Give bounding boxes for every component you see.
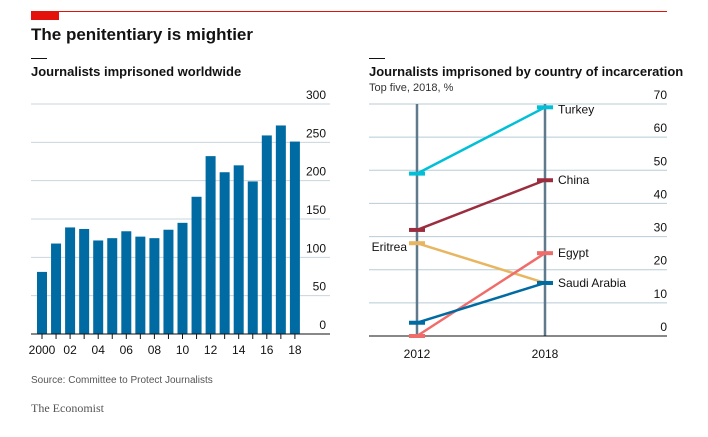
source-note: Source: Committee to Protect Journalists	[31, 375, 213, 386]
bar	[149, 238, 160, 334]
bar	[163, 229, 174, 334]
bar	[51, 243, 62, 334]
bar	[289, 141, 300, 334]
bar-x-tick-label: 14	[232, 343, 246, 357]
bar-x-tick-label: 2000	[29, 343, 56, 357]
bar	[191, 196, 202, 334]
series-label: China	[558, 173, 590, 187]
bar-x-tick-label: 18	[288, 343, 302, 357]
right-chart-title: Journalists imprisoned by country of inc…	[369, 64, 684, 79]
bar	[65, 227, 76, 334]
bar	[247, 181, 258, 334]
bar-x-tick-label: 06	[120, 343, 134, 357]
bar-y-tick-label: 300	[306, 88, 326, 102]
bar-x-tick-label: 02	[63, 343, 77, 357]
slope-y-tick-label: 10	[654, 287, 668, 301]
bar-y-tick-label: 250	[306, 126, 326, 140]
bar	[135, 236, 146, 334]
bar-y-tick-label: 0	[319, 318, 326, 332]
left-chart-title: Journalists imprisoned worldwide	[31, 64, 242, 79]
bar-y-tick-label: 50	[313, 280, 327, 294]
bar	[205, 156, 216, 334]
slope-y-tick-label: 20	[654, 254, 668, 268]
right-panel-dash	[369, 58, 385, 59]
slope-y-tick-label: 0	[660, 320, 667, 334]
slope-x-tick-label: 2012	[404, 347, 431, 361]
bar	[219, 172, 230, 334]
slope-y-tick-label: 40	[654, 187, 668, 201]
bar-y-tick-label: 100	[306, 241, 326, 255]
slope-y-tick-label: 60	[654, 121, 668, 135]
series-label: Turkey	[558, 102, 594, 116]
series-line	[416, 242, 546, 285]
bar	[93, 240, 104, 334]
series-line	[416, 281, 546, 324]
series-line	[416, 179, 546, 232]
series-line	[416, 106, 546, 175]
slope-y-tick-label: 70	[654, 88, 668, 102]
series-label: Eritrea	[372, 240, 408, 254]
right-chart-subtitle: Top five, 2018, %	[369, 82, 454, 94]
bar	[121, 231, 132, 334]
bar	[79, 228, 90, 334]
bar-x-tick-label: 16	[260, 343, 274, 357]
page-title: The penitentiary is mightier	[31, 25, 253, 44]
bar-x-tick-label: 10	[176, 343, 190, 357]
bar-x-tick-label: 12	[204, 343, 218, 357]
bar-y-tick-label: 150	[306, 203, 326, 217]
bar	[275, 125, 286, 334]
brand-logo-text: The Economist	[31, 401, 104, 415]
bar-y-tick-label: 200	[306, 165, 326, 179]
bar	[233, 165, 244, 334]
bar	[261, 135, 272, 334]
series-line	[416, 252, 546, 338]
top-rule	[31, 11, 667, 12]
slope-x-tick-label: 2018	[532, 347, 559, 361]
bar-x-tick-label: 04	[92, 343, 106, 357]
slope-y-tick-label: 30	[654, 221, 668, 235]
bar	[177, 222, 188, 334]
bar	[37, 271, 47, 334]
bar-x-tick-label: 08	[148, 343, 162, 357]
brand-red-tag	[31, 11, 59, 20]
slope-y-tick-label: 50	[654, 154, 668, 168]
series-label: Saudi Arabia	[558, 276, 626, 290]
left-panel-dash	[31, 58, 47, 59]
bar	[107, 238, 118, 334]
series-label: Egypt	[558, 246, 589, 260]
